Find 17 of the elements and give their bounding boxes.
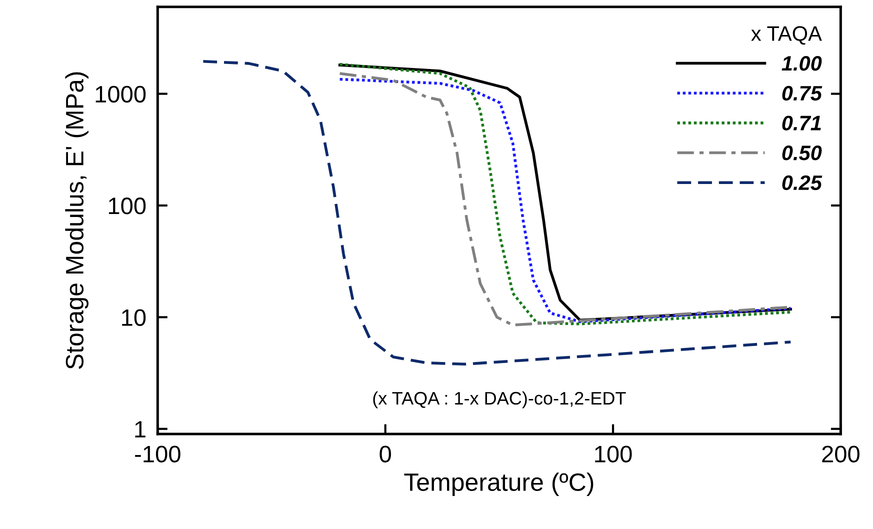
y-tick-label: 100 bbox=[108, 198, 146, 214]
legend-title: x TAQA bbox=[751, 26, 822, 45]
x-tick-label: -100 bbox=[135, 446, 180, 462]
y-tick-label: 1000 bbox=[96, 86, 146, 103]
x-axis-title: Temperature (ºC) bbox=[404, 472, 594, 496]
x-tick-label: 0 bbox=[380, 446, 391, 462]
x-tick-label: 100 bbox=[595, 446, 632, 462]
legend-label: 0.25 bbox=[782, 175, 822, 190]
legend-label: 0.75 bbox=[782, 86, 822, 101]
legend-label: 0.50 bbox=[782, 146, 822, 160]
legend-label: 1.00 bbox=[782, 56, 822, 71]
x-tick-label: 200 bbox=[822, 446, 860, 462]
y-tick-label: 1 bbox=[135, 421, 146, 438]
y-axis-title: Storage Modulus, E' (MPa) bbox=[65, 72, 88, 369]
legend-label: 0.71 bbox=[782, 116, 821, 130]
annotation: (x TAQA : 1-x DAC)-co-1,2-EDT bbox=[373, 391, 626, 408]
y-tick-label: 10 bbox=[122, 309, 146, 326]
